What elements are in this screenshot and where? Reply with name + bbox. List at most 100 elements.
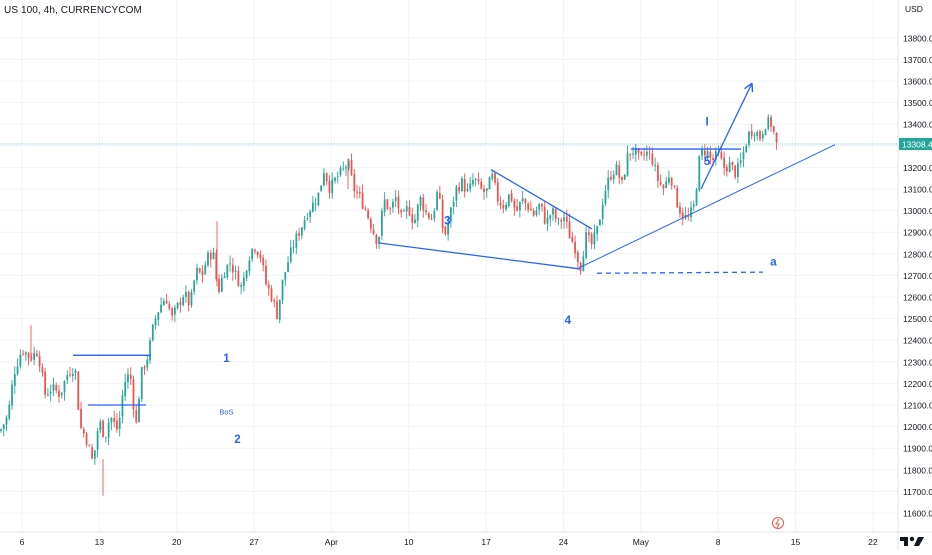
candle-body [38, 356, 41, 367]
y-tick-label: 11800.0 [903, 465, 932, 475]
candle-body [656, 165, 659, 182]
annotation-layer: 12345IabcIIIII?invalidBoS [73, 82, 836, 529]
candle-body [47, 394, 49, 396]
candle-body [129, 374, 132, 380]
candle-body [35, 353, 38, 357]
y-tick-label: 13200.0 [903, 163, 932, 173]
candle-body [276, 301, 278, 319]
candle-body [226, 264, 229, 278]
candle-body [516, 206, 519, 211]
candle-body [670, 177, 673, 186]
y-tick-label: 12200.0 [903, 379, 932, 389]
candle-body [397, 196, 400, 209]
candle-body [58, 390, 60, 397]
candle-body [626, 153, 629, 176]
tradingview-logo-icon [900, 536, 924, 546]
candle-body [648, 152, 651, 154]
candle-body [469, 183, 472, 190]
candle-body [44, 371, 47, 395]
wave-label: 2 [234, 434, 240, 446]
candle-body [764, 129, 767, 136]
candle-body [665, 181, 668, 188]
candle-body [223, 276, 226, 279]
candle-body [127, 374, 129, 383]
wave-label: 1 [223, 353, 230, 365]
candle-body [615, 164, 618, 175]
wave-label: 5 [704, 156, 711, 168]
candle-body [610, 176, 612, 180]
candle-body [237, 270, 240, 287]
y-tick-label: 12800.0 [903, 249, 932, 259]
candle-body [701, 149, 703, 156]
candle-body [587, 232, 590, 235]
candle-body [739, 160, 742, 164]
candle-body [342, 167, 345, 169]
candle-body [543, 207, 546, 224]
candle-body [427, 213, 430, 219]
candle-body [132, 379, 135, 410]
candle-body [234, 270, 237, 272]
candle-body [113, 418, 116, 422]
y-tick-label: 13800.0 [903, 33, 932, 43]
candle-body [640, 151, 643, 155]
candle-body [80, 408, 82, 429]
candle-body [339, 167, 342, 176]
candle-body [607, 177, 610, 191]
candle-body [93, 450, 96, 459]
candle-layer [0, 114, 778, 496]
candle-body [563, 217, 565, 221]
x-tick-label: 24 [559, 537, 569, 547]
candle-body [298, 232, 300, 236]
candle-body [254, 249, 256, 252]
candle-body [187, 291, 190, 306]
candle-body [596, 226, 599, 234]
candle-body [507, 194, 510, 206]
candle-body [140, 367, 143, 400]
candle-body [331, 179, 334, 194]
candle-body [425, 210, 427, 213]
candle-body [527, 203, 530, 210]
candle-body [742, 152, 745, 160]
candle-body [629, 153, 632, 156]
candle-body [176, 302, 179, 309]
candle-body [565, 216, 568, 222]
candle-body [494, 173, 496, 183]
candle-body [496, 182, 499, 202]
candle-body [118, 417, 121, 429]
candle-body [190, 291, 193, 306]
candle-body [643, 154, 645, 156]
candle-body [215, 253, 218, 280]
lightning-bolt [775, 518, 780, 529]
candle-body [102, 420, 105, 438]
currency-label: USD [905, 4, 923, 14]
candle-body [85, 433, 88, 445]
candle-body [706, 150, 709, 157]
candle-body [104, 437, 107, 439]
candle-body [173, 307, 176, 315]
candle-body [568, 221, 571, 239]
candle-body [433, 210, 436, 219]
candle-body [110, 418, 113, 423]
candle-body [535, 210, 538, 216]
x-tick-label: Apr [325, 537, 338, 547]
candle-body [74, 370, 77, 373]
candle-body [69, 374, 71, 376]
candle-body [27, 352, 30, 358]
candle-body [532, 210, 535, 216]
candle-body [557, 218, 560, 220]
candle-body [287, 262, 289, 272]
candle-body [662, 185, 665, 189]
candle-body [654, 165, 657, 166]
y-tick-label: 12500.0 [903, 314, 932, 324]
y-tick-label: 12600.0 [903, 293, 932, 303]
candle-body [270, 288, 273, 301]
candle-body [698, 156, 701, 191]
candle-body [692, 204, 695, 207]
y-tick-label: 11900.0 [903, 444, 932, 454]
candle-body [679, 206, 681, 214]
lightning-icon [772, 517, 784, 529]
candle-body [248, 260, 251, 272]
candle-body [146, 359, 149, 368]
